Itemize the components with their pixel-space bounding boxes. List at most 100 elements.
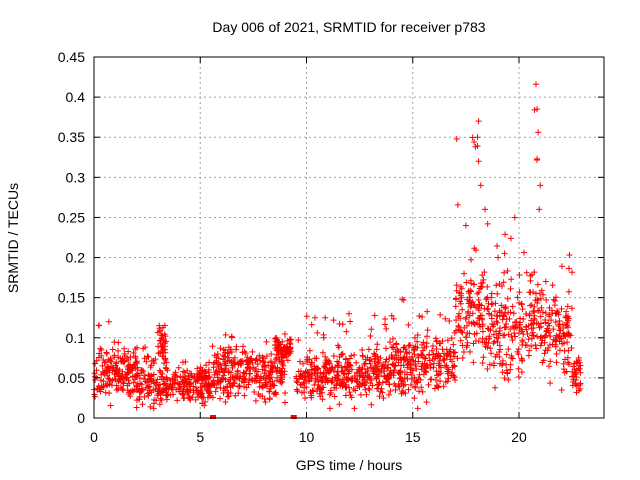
- data-point: [130, 388, 137, 395]
- data-point: [496, 281, 503, 288]
- data-point: [334, 377, 341, 384]
- data-point: [538, 340, 545, 347]
- data-point: [418, 384, 425, 391]
- data-point: [262, 398, 269, 405]
- y-tick-label: 0: [77, 410, 85, 426]
- data-point: [409, 367, 416, 374]
- data-point: [508, 276, 515, 283]
- data-point: [371, 312, 378, 319]
- data-point: [147, 373, 154, 380]
- data-point: [343, 364, 350, 371]
- data-point: [484, 365, 491, 372]
- data-point: [376, 393, 383, 400]
- data-point: [467, 348, 474, 355]
- data-point: [441, 357, 448, 364]
- data-point: [169, 375, 176, 382]
- data-point: [418, 351, 425, 358]
- data-point: [497, 346, 504, 353]
- data-point: [526, 310, 533, 317]
- data-point: [558, 305, 565, 312]
- data-point: [382, 345, 389, 352]
- data-point: [255, 391, 262, 398]
- data-point: [523, 269, 530, 276]
- data-point: [487, 345, 494, 352]
- data-point: [186, 380, 193, 387]
- data-point: [537, 182, 544, 189]
- data-point: [244, 361, 251, 368]
- data-point: [278, 357, 285, 364]
- data-point: [494, 313, 501, 320]
- data-point: [122, 374, 129, 381]
- data-point: [194, 365, 201, 372]
- data-point: [488, 301, 495, 308]
- data-point: [334, 342, 341, 349]
- data-point: [227, 390, 234, 397]
- data-point: [252, 397, 259, 404]
- data-point: [422, 368, 429, 375]
- data-point: [414, 331, 421, 338]
- data-point: [565, 288, 572, 295]
- data-point: [273, 377, 280, 384]
- data-point: [511, 214, 518, 221]
- data-point: [556, 327, 563, 334]
- data-point: [403, 350, 410, 357]
- data-point: [222, 367, 229, 374]
- data-point: [174, 374, 181, 381]
- data-point: [364, 365, 371, 372]
- data-point: [243, 358, 250, 365]
- data-point: [129, 387, 136, 394]
- data-point: [450, 349, 457, 356]
- data-point: [545, 344, 552, 351]
- data-point: [461, 270, 468, 277]
- data-point: [248, 356, 255, 363]
- data-point: [542, 332, 549, 339]
- data-point: [166, 384, 173, 391]
- data-point: [240, 376, 247, 383]
- data-point: [553, 310, 560, 317]
- data-point: [99, 362, 106, 369]
- data-point: [421, 345, 428, 352]
- data-point: [401, 369, 408, 376]
- data-point: [144, 379, 151, 386]
- data-point: [564, 339, 571, 346]
- data-point: [465, 308, 472, 315]
- data-point: [421, 360, 428, 367]
- data-point: [471, 138, 478, 145]
- data-point: [182, 358, 189, 365]
- data-point: [462, 222, 469, 229]
- data-point: [196, 371, 203, 378]
- data-point: [457, 315, 464, 322]
- chart-title: Day 006 of 2021, SRMTID for receiver p78…: [212, 19, 485, 35]
- data-point-zero: [290, 415, 297, 419]
- data-point: [252, 375, 259, 382]
- data-point: [536, 206, 543, 213]
- data-point: [268, 351, 275, 358]
- data-point: [253, 356, 260, 363]
- data-point: [546, 313, 553, 320]
- data-point: [465, 288, 472, 295]
- data-point: [341, 371, 348, 378]
- data-point: [155, 388, 162, 395]
- data-point: [528, 343, 535, 350]
- data-point: [540, 291, 547, 298]
- data-point: [516, 271, 523, 278]
- data-point: [475, 315, 482, 322]
- data-point: [454, 355, 461, 362]
- data-point: [484, 220, 491, 227]
- data-point: [130, 349, 137, 356]
- data-point: [179, 374, 186, 381]
- data-point: [465, 319, 472, 326]
- data-point: [493, 282, 500, 289]
- data-point: [411, 395, 418, 402]
- data-point: [418, 366, 425, 373]
- data-point: [226, 368, 233, 375]
- data-point: [492, 384, 499, 391]
- data-point: [385, 391, 392, 398]
- data-point: [484, 306, 491, 313]
- data-point: [495, 254, 502, 261]
- data-point: [332, 374, 339, 381]
- data-point: [382, 358, 389, 365]
- data-point: [365, 385, 372, 392]
- data-point: [320, 334, 327, 341]
- data-point: [169, 381, 176, 388]
